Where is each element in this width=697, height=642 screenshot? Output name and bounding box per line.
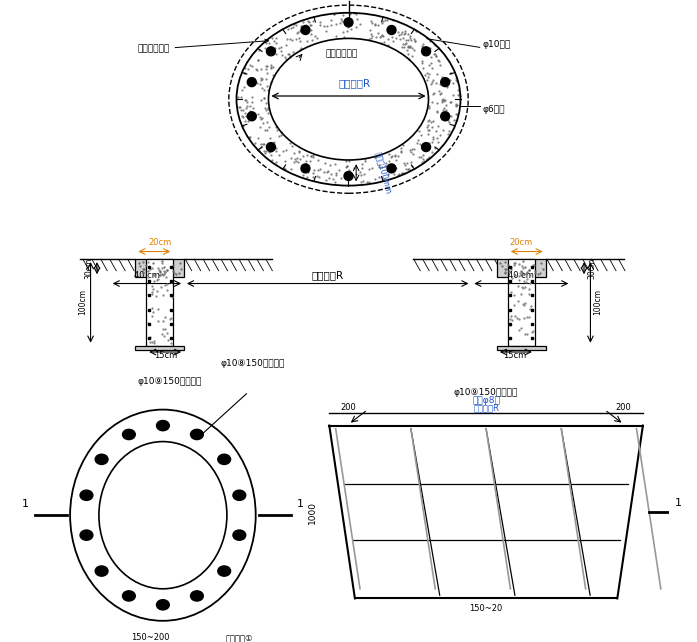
Text: 100cm: 100cm: [78, 290, 87, 315]
Circle shape: [387, 26, 396, 35]
Text: 框基直径①: 框基直径①: [226, 633, 254, 642]
Text: 15cm: 15cm: [503, 351, 526, 360]
Bar: [146, 259, 173, 345]
Text: 1000: 1000: [307, 501, 316, 523]
Bar: [497, 259, 546, 277]
Text: 30cm: 30cm: [85, 257, 94, 279]
Circle shape: [441, 112, 450, 121]
Text: 1: 1: [675, 498, 682, 508]
Circle shape: [247, 78, 256, 87]
Text: 框基直径R: 框基直径R: [339, 78, 371, 88]
Circle shape: [422, 143, 431, 152]
Bar: [135, 259, 184, 277]
Ellipse shape: [123, 591, 135, 601]
Ellipse shape: [157, 600, 169, 610]
Text: 桩基直径R: 桩基直径R: [312, 270, 344, 281]
Ellipse shape: [95, 455, 108, 464]
Text: 1: 1: [297, 499, 304, 509]
Ellipse shape: [123, 429, 135, 440]
Text: 200: 200: [341, 403, 356, 412]
Ellipse shape: [95, 566, 108, 576]
Text: 40 cm: 40 cm: [508, 272, 534, 281]
Text: 1: 1: [22, 499, 29, 509]
Text: 15cm: 15cm: [155, 351, 178, 360]
Bar: [135, 345, 184, 350]
Text: 100cm: 100cm: [594, 290, 603, 315]
Circle shape: [301, 164, 310, 173]
Ellipse shape: [80, 490, 93, 500]
Text: φ10主筋: φ10主筋: [483, 40, 511, 49]
Bar: [508, 259, 535, 345]
Text: 配筋φ8图: 配筋φ8图: [472, 395, 500, 404]
Text: 150~200: 150~200: [131, 633, 169, 642]
Circle shape: [247, 112, 256, 121]
Circle shape: [387, 164, 396, 173]
Ellipse shape: [190, 429, 204, 440]
Circle shape: [266, 143, 275, 152]
Circle shape: [344, 171, 353, 180]
Ellipse shape: [217, 455, 231, 464]
Text: 30cm: 30cm: [587, 257, 596, 279]
Text: φ10⑧150均匀布置: φ10⑧150均匀布置: [220, 359, 284, 368]
Ellipse shape: [233, 530, 246, 541]
Bar: [497, 345, 546, 350]
Text: φ6圈筋: φ6圈筋: [483, 105, 505, 114]
Text: 20cm: 20cm: [510, 238, 533, 247]
Ellipse shape: [217, 566, 231, 576]
Text: 40 cm: 40 cm: [134, 272, 160, 281]
Circle shape: [422, 47, 431, 56]
Text: 20cm: 20cm: [148, 238, 171, 247]
Text: 150~20: 150~20: [470, 604, 503, 613]
Ellipse shape: [80, 530, 93, 541]
Ellipse shape: [233, 490, 246, 500]
Circle shape: [441, 78, 450, 87]
Text: 框基直径R: 框基直径R: [473, 403, 499, 412]
Text: 护壁厚100mm: 护壁厚100mm: [373, 151, 392, 195]
Circle shape: [266, 47, 275, 56]
Circle shape: [301, 26, 310, 35]
Text: 护壁内轮廓线: 护壁内轮廓线: [326, 49, 358, 58]
Text: 200: 200: [616, 403, 631, 412]
Text: φ10⑨150均匀布置: φ10⑨150均匀布置: [137, 377, 201, 386]
Ellipse shape: [157, 421, 169, 431]
Text: φ10⑨150均匀布置: φ10⑨150均匀布置: [454, 388, 519, 397]
Circle shape: [344, 18, 353, 27]
Text: 锁口外轮廓线: 锁口外轮廓线: [137, 39, 268, 54]
Ellipse shape: [190, 591, 204, 601]
